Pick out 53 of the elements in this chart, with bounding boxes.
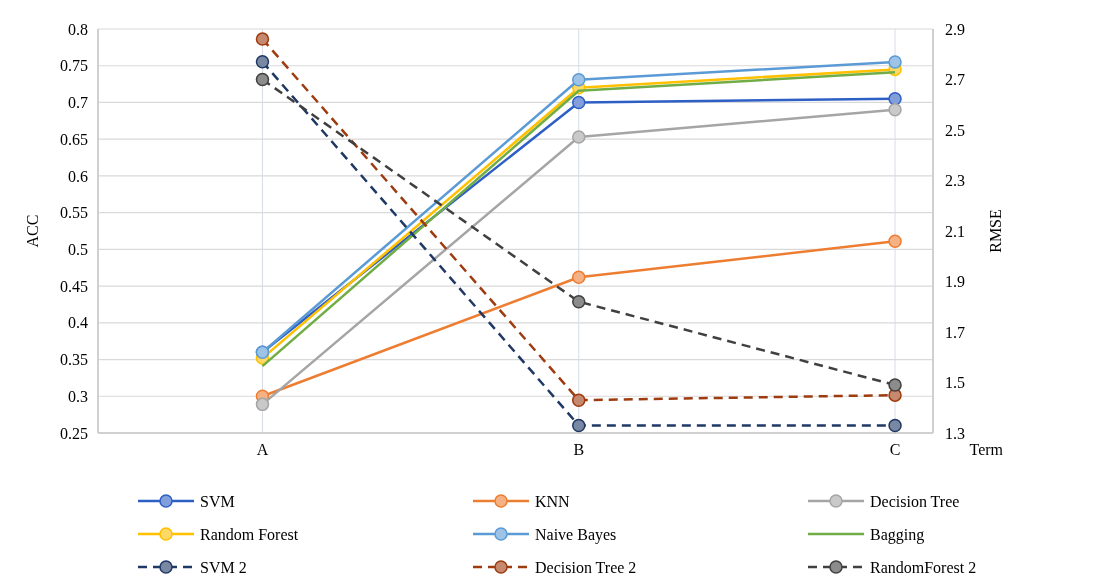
legend-label: Decision Tree bbox=[870, 492, 960, 510]
point bbox=[572, 294, 586, 309]
y-tick-label: 0.35 bbox=[60, 351, 88, 369]
point bbox=[572, 393, 586, 407]
point bbox=[572, 130, 586, 144]
y2-axis-title: RMSE bbox=[987, 209, 1004, 253]
y-tick-label: 0.8 bbox=[68, 20, 88, 38]
y2-tick-label: 2.5 bbox=[945, 121, 965, 139]
point bbox=[572, 95, 586, 110]
legend-label: Bagging bbox=[870, 525, 925, 544]
y-tick-label: 0.65 bbox=[60, 130, 88, 148]
x-axis-title: Term bbox=[969, 441, 1004, 458]
point bbox=[888, 378, 902, 392]
point bbox=[255, 32, 270, 46]
y2-tick-label: 1.7 bbox=[945, 323, 965, 341]
legend-label: Decision Tree 2 bbox=[535, 558, 637, 576]
point bbox=[572, 72, 586, 87]
point bbox=[255, 72, 270, 87]
x-tick-label: C bbox=[889, 441, 901, 458]
point bbox=[255, 55, 270, 69]
y2-tick-label: 2.9 bbox=[945, 20, 965, 38]
x-tick-label: B bbox=[573, 441, 585, 458]
point bbox=[572, 418, 586, 433]
point bbox=[572, 270, 586, 285]
legend-label: RandomForest 2 bbox=[870, 558, 977, 576]
y2-tick-label: 2.1 bbox=[945, 222, 965, 240]
y2-tick-label: 2.3 bbox=[945, 172, 965, 190]
point bbox=[888, 92, 902, 106]
y-tick-label: 0.7 bbox=[68, 94, 88, 112]
y-tick-label: 0.6 bbox=[68, 167, 88, 185]
x-tick-label: A bbox=[256, 441, 269, 458]
y2-tick-label: 1.9 bbox=[945, 273, 965, 291]
y-tick-label: 0.45 bbox=[60, 277, 88, 295]
point bbox=[888, 418, 902, 433]
y-tick-label: 0.3 bbox=[68, 387, 88, 405]
legend-label: KNN bbox=[535, 492, 571, 510]
legend-label: SVM bbox=[200, 492, 235, 510]
point bbox=[888, 103, 902, 117]
point bbox=[888, 55, 902, 69]
y-axis-title: ACC bbox=[24, 214, 41, 248]
y-tick-label: 0.55 bbox=[60, 204, 88, 222]
legend-label: Naive Bayes bbox=[535, 525, 617, 544]
y2-tick-label: 2.7 bbox=[945, 71, 965, 89]
legend-label: Random Forest bbox=[200, 525, 299, 543]
y-tick-label: 0.5 bbox=[68, 240, 88, 258]
y2-tick-label: 1.5 bbox=[945, 374, 965, 392]
legend-label: SVM 2 bbox=[200, 558, 247, 576]
y-tick-label: 0.25 bbox=[60, 424, 88, 442]
point bbox=[888, 234, 902, 249]
y-tick-label: 0.4 bbox=[68, 314, 88, 332]
y-tick-label: 0.75 bbox=[60, 57, 88, 75]
y2-tick-label: 1.3 bbox=[945, 424, 965, 442]
point bbox=[255, 397, 270, 412]
